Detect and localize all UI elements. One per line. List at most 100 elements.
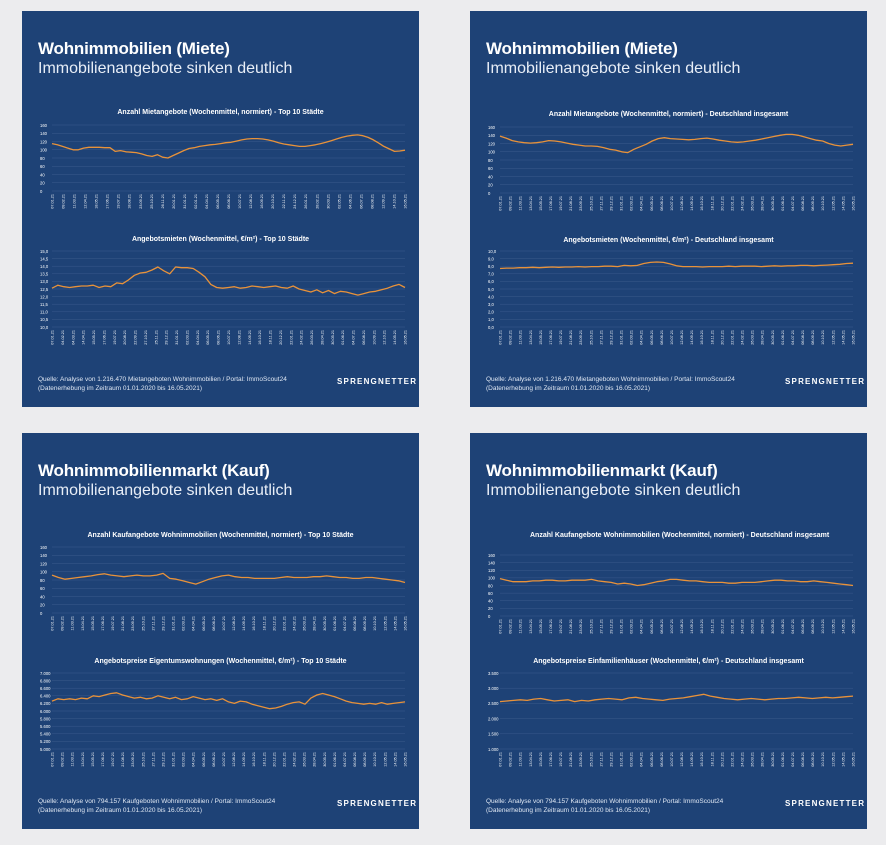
x-tick-label: 08.09.21 [811, 752, 815, 767]
y-tick-label: 40 [488, 599, 493, 604]
x-tick-label: 08.06.21 [660, 330, 664, 345]
x-tick-label: 22.01.21 [730, 330, 734, 345]
chart-title: Angebotsmieten (Wochenmittel, €/m²) - De… [563, 237, 774, 244]
x-tick-label: 01.06.21 [781, 196, 785, 211]
x-tick-label: 02.03.21 [630, 619, 634, 634]
x-tick-label: 29.12.21 [609, 619, 613, 634]
x-tick-label: 28.04.21 [313, 616, 317, 631]
series-line [51, 266, 406, 296]
x-tick-label: 28.04.21 [761, 196, 765, 211]
x-tick-label: 22.01.21 [282, 616, 286, 631]
line-chart: 160 140 120 100 80 60 40 20 0 07.01.21 09.02.21 11.… [488, 553, 856, 634]
x-tick-label: 19.07.21 [559, 196, 563, 211]
y-tick-label: 5.400 [40, 732, 51, 737]
source-note: Quelle: Analyse von 794.157 Kaufgeboten … [38, 797, 275, 815]
x-tick-label: 21.08.21 [569, 196, 573, 211]
x-tick-label: 29.12.21 [609, 330, 613, 345]
x-tick-label: 15.05.21 [539, 196, 543, 211]
y-tick-label: 60 [488, 166, 493, 171]
source-line: Quelle: Analyse von 794.157 Kaufgeboten … [486, 798, 724, 805]
x-tick-label: 23.09.21 [131, 616, 135, 631]
x-tick-label: 11.03.21 [519, 196, 523, 211]
chart-panel-kauf-deutschland: Wohnimmobilienmarkt (Kauf) Immobilienang… [470, 433, 867, 829]
y-tick-label: 6.000 [40, 709, 51, 714]
x-tick-label: 28.04.21 [313, 752, 317, 767]
x-tick-label: 12.05.21 [383, 616, 387, 631]
x-tick-label: 09.02.21 [509, 752, 513, 767]
x-tick-label: 07.01.21 [51, 616, 55, 631]
y-tick-label: 80 [40, 156, 45, 161]
x-tick-label: 09.02.21 [509, 619, 513, 634]
x-tick-label: 15.05.21 [539, 619, 543, 634]
x-tick-label: 29.12.21 [165, 330, 169, 345]
x-tick-label: 06.08.21 [362, 330, 366, 345]
y-tick-label: 20 [40, 181, 45, 186]
line-chart: 160 140 120 100 80 60 40 20 0 07.01.21 09.02.21 11.… [40, 123, 408, 209]
x-tick-label: 06.05.21 [202, 616, 206, 631]
x-tick-label: 11.03.21 [519, 619, 523, 634]
x-tick-label: 07.01.21 [51, 330, 55, 345]
x-tick-label: 23.09.21 [579, 619, 583, 634]
x-tick-label: 26.03.21 [751, 752, 755, 767]
x-tick-label: 07.01.21 [51, 752, 55, 767]
x-tick-label: 04.04.21 [640, 752, 644, 767]
series-line [499, 693, 854, 703]
x-tick-label: 08.06.21 [660, 196, 664, 211]
x-tick-label: 26.01.21 [304, 194, 308, 209]
x-tick-label: 16.10.21 [700, 196, 704, 211]
x-tick-label: 16.10.21 [252, 752, 256, 767]
x-tick-label: 12.08.21 [249, 194, 253, 209]
x-tick-label: 06.08.21 [353, 752, 357, 767]
y-tick-label: 5.000 [40, 747, 51, 752]
x-tick-label: 27.10.21 [144, 330, 148, 345]
x-tick-label: 01.06.21 [333, 752, 337, 767]
x-tick-label: 08.06.21 [212, 752, 216, 767]
x-tick-label: 29.12.21 [609, 752, 613, 767]
x-tick-label: 12.08.21 [232, 616, 236, 631]
x-tick-label: 06.05.21 [206, 330, 210, 345]
line-chart: 7.000 6.800 6.600 6.400 6.200 6.000 5.800 5.600… [40, 671, 408, 767]
y-tick-label: 80 [488, 158, 493, 163]
y-tick-label: 12,0 [40, 294, 49, 299]
x-tick-label: 16.10.21 [700, 752, 704, 767]
x-tick-label: 20.12.21 [279, 330, 283, 345]
x-tick-label: 21.08.21 [569, 330, 573, 345]
x-tick-label: 09.02.21 [62, 194, 66, 209]
y-tick-label: 2.500 [488, 701, 499, 706]
logo-text: SPRENGNETTER [337, 799, 418, 808]
x-tick-label: 13.04.21 [529, 330, 533, 345]
x-tick-label: 04.04.21 [640, 330, 644, 345]
x-tick-label: 23.09.21 [579, 196, 583, 211]
x-tick-label: 24.02.21 [741, 619, 745, 634]
x-tick-label: 19.07.21 [111, 616, 115, 631]
x-tick-label: 10.07.21 [670, 752, 674, 767]
x-tick-label: 04.04.21 [192, 752, 196, 767]
y-tick-label: 2.000 [488, 716, 499, 721]
y-tick-label: 3.500 [488, 671, 499, 676]
chart-title: Angebotspreise Eigentumswohnungen (Woche… [94, 658, 347, 665]
x-tick-label: 08.06.21 [660, 619, 664, 634]
x-tick-label: 19.07.21 [111, 752, 115, 767]
x-tick-label: 25.10.21 [589, 196, 593, 211]
x-tick-label: 22.11.21 [282, 194, 286, 209]
x-tick-label: 26.03.21 [303, 752, 307, 767]
x-tick-label: 28.02.21 [315, 194, 319, 209]
x-tick-label: 02.05.21 [337, 194, 341, 209]
series-line [51, 692, 406, 710]
y-tick-label: 7.000 [40, 671, 51, 676]
y-tick-label: 60 [488, 591, 493, 596]
x-tick-label: 29.12.21 [161, 752, 165, 767]
x-tick-label: 14.10.21 [392, 194, 396, 209]
x-tick-label: 12.05.21 [831, 752, 835, 767]
chart-title: Anzahl Kaufangebote Wohnimmobilien (Woch… [530, 532, 830, 539]
chart-title: Anzahl Mietangebote (Wochenmittel, normi… [117, 109, 324, 116]
x-tick-label: 08.06.21 [660, 752, 664, 767]
y-tick-label: 13,5 [40, 272, 49, 277]
chart-panel-miete-deutschland: Wohnimmobilien (Miete) Immobilienangebot… [470, 11, 867, 407]
x-tick-label: 18.11.21 [710, 330, 714, 345]
x-tick-label: 06.08.21 [801, 619, 805, 634]
x-tick-label: 19.07.21 [113, 330, 117, 345]
y-tick-label: 14,0 [40, 264, 49, 269]
y-tick-label: 120 [488, 568, 496, 573]
